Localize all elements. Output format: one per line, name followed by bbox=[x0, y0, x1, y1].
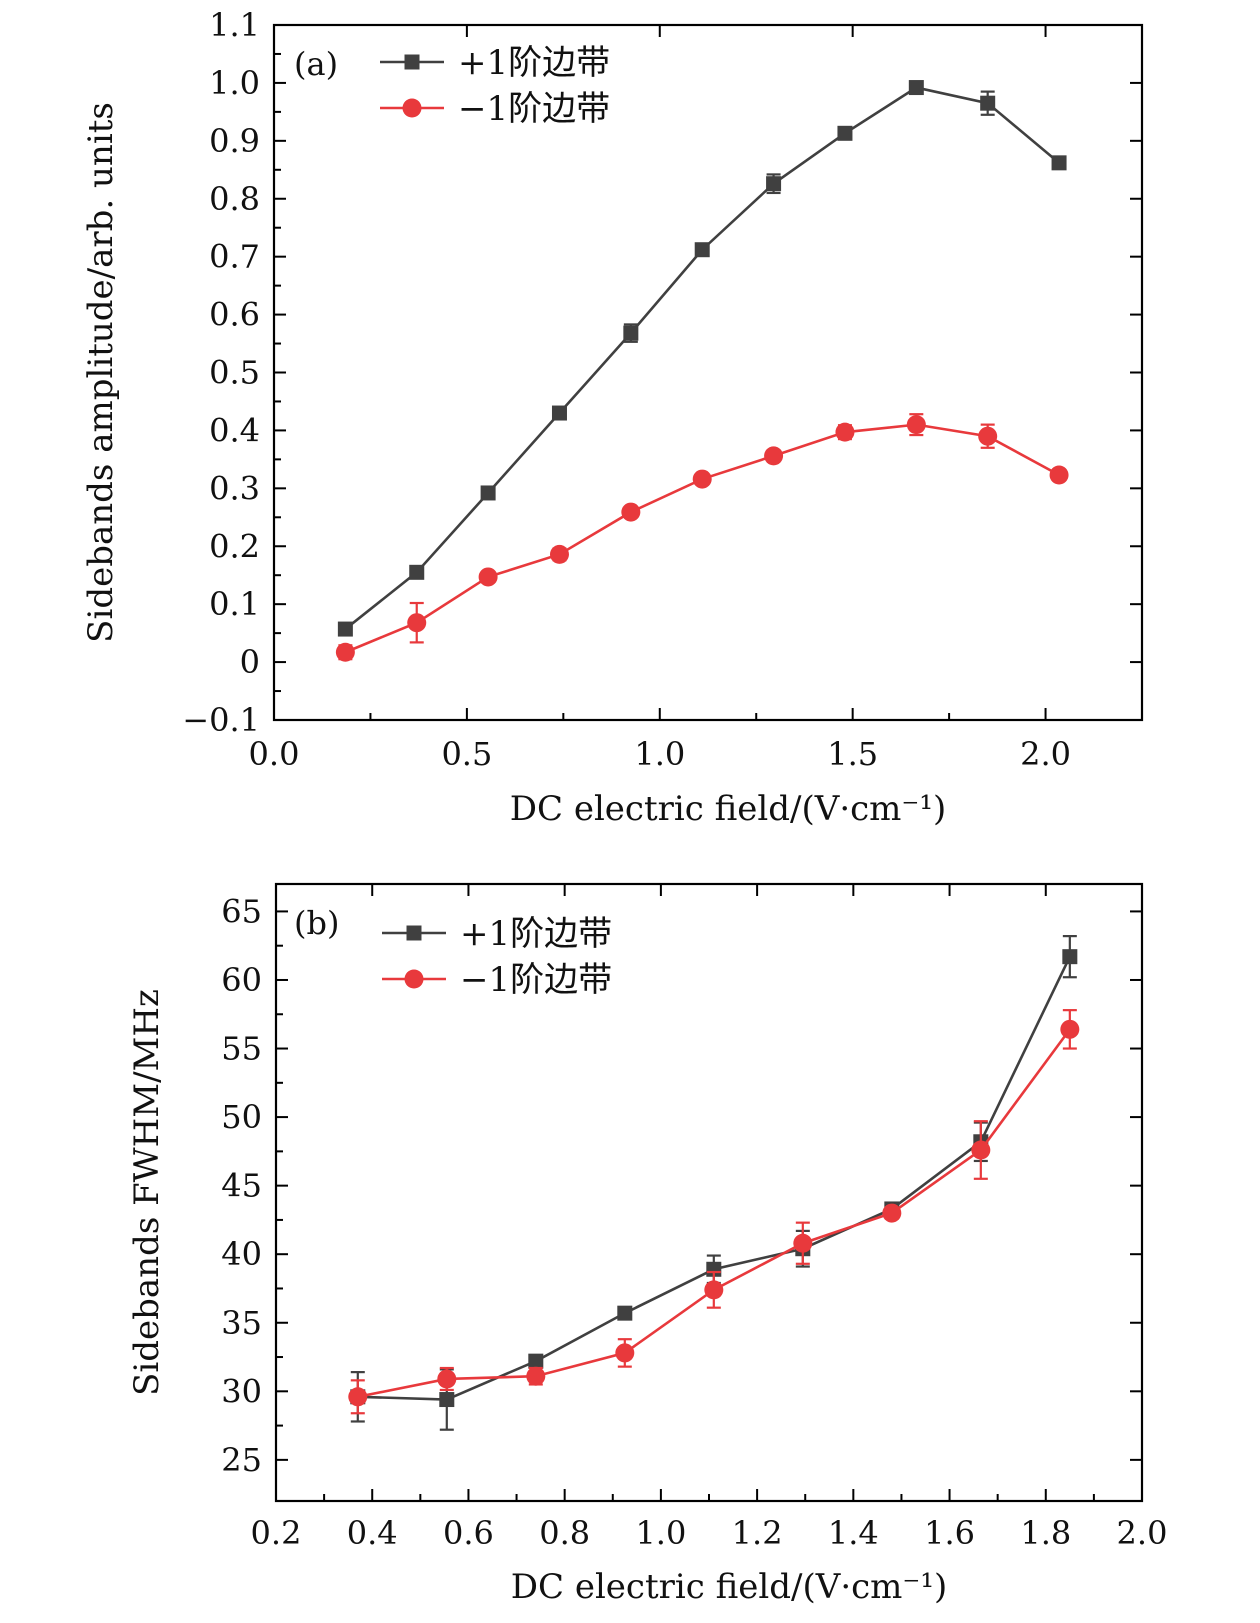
x-tick-label: 0.2 bbox=[251, 1514, 302, 1552]
data-point-circle bbox=[692, 469, 712, 489]
x-tick-label: 0.6 bbox=[443, 1514, 494, 1552]
y-tick-label: 30 bbox=[221, 1372, 262, 1410]
x-axis-label: DC electric field/(V·cm⁻¹) bbox=[511, 1567, 948, 1607]
y-tick-label: 25 bbox=[221, 1441, 262, 1479]
data-point-circle bbox=[704, 1280, 724, 1300]
y-tick-label: 60 bbox=[221, 961, 262, 999]
data-point-square bbox=[551, 405, 567, 421]
data-point-circle bbox=[335, 642, 355, 662]
x-tick-label: 1.5 bbox=[827, 735, 878, 773]
data-point-square bbox=[1062, 949, 1078, 965]
x-tick-label: 0.4 bbox=[347, 1514, 398, 1552]
panel-label: (a) bbox=[294, 45, 338, 83]
series-line bbox=[357, 956, 1072, 1401]
legend-label: +1阶边带 bbox=[458, 43, 610, 83]
data-point-circle bbox=[906, 415, 926, 435]
data-point-square bbox=[1051, 155, 1067, 171]
data-point-square bbox=[837, 125, 853, 141]
y-tick-label: 0.5 bbox=[209, 354, 260, 392]
data-point-circle bbox=[835, 422, 855, 442]
y-tick-label: 0.4 bbox=[209, 411, 260, 449]
x-tick-label: 1.0 bbox=[634, 735, 685, 773]
data-point-square bbox=[528, 1353, 544, 1369]
series-line bbox=[357, 1028, 1071, 1399]
legend-marker-square bbox=[404, 54, 420, 70]
data-point-square bbox=[337, 621, 353, 637]
x-tick-label: 1.2 bbox=[732, 1514, 783, 1552]
data-point-circle bbox=[549, 544, 569, 564]
data-point-circle bbox=[882, 1203, 902, 1223]
y-tick-label: 0.2 bbox=[209, 527, 260, 565]
panel-label: (b) bbox=[294, 904, 339, 942]
y-tick-label: 0.1 bbox=[209, 585, 260, 623]
data-point-circle bbox=[348, 1387, 368, 1407]
y-axis-label: Sidebands amplitude/arb. units bbox=[81, 102, 121, 643]
legend-label: −1阶边带 bbox=[460, 960, 612, 1000]
y-tick-label: 45 bbox=[221, 1167, 262, 1205]
series-line bbox=[344, 423, 1060, 654]
x-tick-label: 2.0 bbox=[1020, 735, 1071, 773]
y-tick-label: 55 bbox=[221, 1030, 262, 1068]
y-tick-label: 1.1 bbox=[209, 6, 260, 44]
data-point-square bbox=[766, 176, 782, 192]
series-plus1 bbox=[350, 935, 1078, 1431]
y-tick-label: 0.7 bbox=[209, 238, 260, 276]
x-tick-label: 1.6 bbox=[924, 1514, 975, 1552]
data-point-square bbox=[480, 485, 496, 501]
x-tick-label: 1.4 bbox=[828, 1514, 879, 1552]
data-point-circle bbox=[407, 613, 427, 633]
x-tick-label: 2.0 bbox=[1117, 1514, 1168, 1552]
x-tick-label: 1.0 bbox=[635, 1514, 686, 1552]
series-minus1 bbox=[335, 413, 1069, 662]
data-point-square bbox=[694, 242, 710, 258]
y-axis-label: Sidebands FWHM/MHz bbox=[127, 989, 167, 1396]
series-plus1 bbox=[337, 80, 1067, 637]
y-tick-label: −0.1 bbox=[182, 701, 260, 739]
y-tick-label: 0 bbox=[240, 643, 260, 681]
y-tick-label: 50 bbox=[221, 1098, 262, 1136]
x-axis-label: DC electric field/(V·cm⁻¹) bbox=[510, 789, 947, 829]
data-point-circle bbox=[621, 502, 641, 522]
plot-frame bbox=[272, 23, 1144, 722]
y-tick-label: 0.9 bbox=[209, 122, 260, 160]
data-point-square bbox=[623, 325, 639, 341]
x-tick-label: 0.8 bbox=[539, 1514, 590, 1552]
data-point-circle bbox=[971, 1140, 991, 1160]
legend-marker-square bbox=[406, 925, 422, 941]
data-point-square bbox=[439, 1392, 455, 1408]
x-tick-label: 1.8 bbox=[1020, 1514, 1071, 1552]
y-tick-label: 0.3 bbox=[209, 469, 260, 507]
data-point-circle bbox=[978, 426, 998, 446]
legend-label: −1阶边带 bbox=[458, 89, 610, 129]
legend-marker-circle bbox=[402, 98, 422, 118]
legend-label: +1阶边带 bbox=[460, 914, 612, 954]
legend-marker-circle bbox=[404, 969, 424, 989]
data-point-square bbox=[908, 80, 924, 96]
data-point-circle bbox=[1060, 1019, 1080, 1039]
data-point-circle bbox=[1049, 465, 1069, 485]
data-point-circle bbox=[437, 1369, 457, 1389]
data-point-circle bbox=[615, 1343, 635, 1363]
data-point-square bbox=[617, 1305, 633, 1321]
y-tick-label: 0.6 bbox=[209, 296, 260, 334]
y-tick-label: 0.8 bbox=[209, 180, 260, 218]
x-tick-label: 0.0 bbox=[249, 735, 300, 773]
data-point-square bbox=[409, 564, 425, 580]
data-point-circle bbox=[764, 446, 784, 466]
series-minus1 bbox=[348, 1009, 1080, 1415]
data-point-circle bbox=[793, 1233, 813, 1253]
series-line bbox=[344, 86, 1060, 631]
x-tick-label: 0.5 bbox=[441, 735, 492, 773]
y-tick-label: 40 bbox=[221, 1235, 262, 1273]
y-tick-label: 35 bbox=[221, 1304, 262, 1342]
data-point-square bbox=[980, 95, 996, 111]
y-tick-label: 1.0 bbox=[209, 64, 260, 102]
chart-panel-b: 0.2 0.4 0.6 0.8 1.0 1.2 1.4 1.6 1.8 2.0 25 30 35 40 45… bbox=[127, 882, 1168, 1607]
chart-panel-a: 0.0 0.5 1.0 1.5 2.0 −0.1 0 0.1 0.2 0.3 0.4 0.5 0.6 0.… bbox=[81, 6, 1144, 829]
y-tick-label: 65 bbox=[221, 892, 262, 930]
data-point-circle bbox=[478, 567, 498, 587]
data-point-circle bbox=[526, 1366, 546, 1386]
